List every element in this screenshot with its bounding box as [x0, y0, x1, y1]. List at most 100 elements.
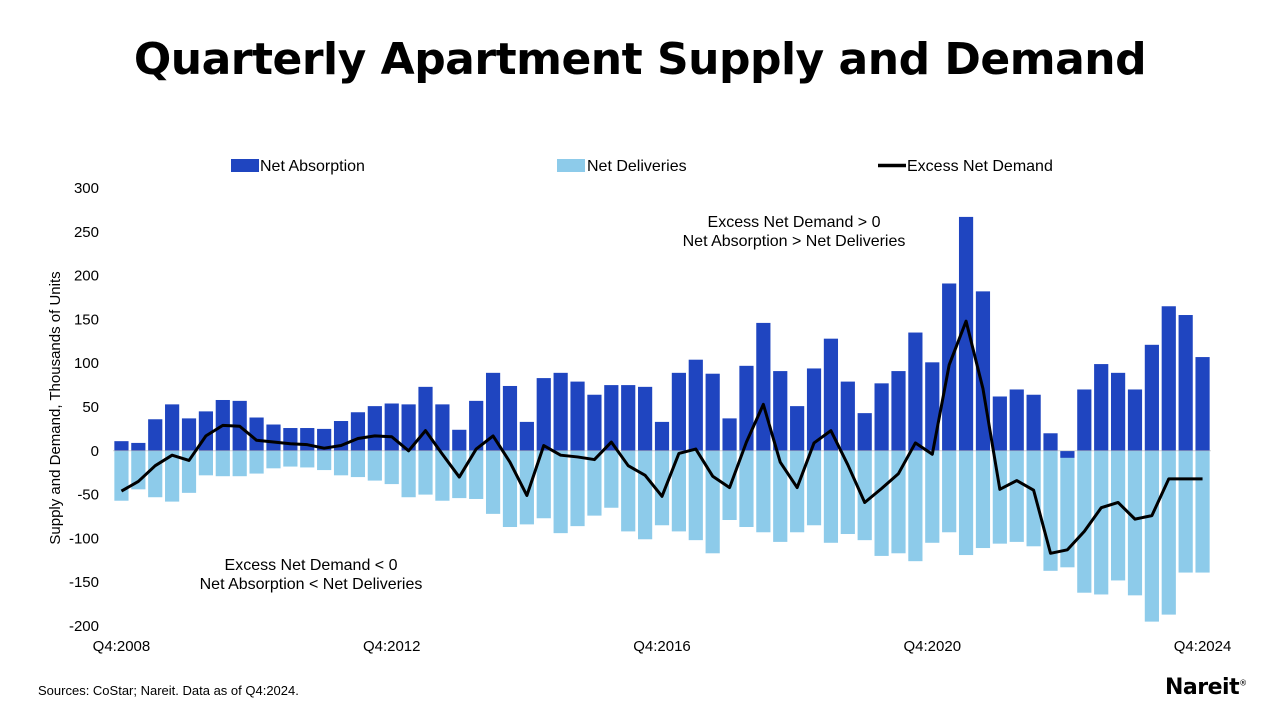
- net-deliveries-bar: [604, 450, 619, 508]
- net-absorption-bar: [384, 403, 399, 451]
- net-absorption-bar: [401, 404, 416, 451]
- net-absorption-bar: [570, 381, 585, 451]
- net-deliveries-bars: [114, 450, 1210, 622]
- net-deliveries-bar: [1161, 450, 1176, 615]
- net-deliveries-bar: [350, 450, 366, 478]
- net-deliveries-bar: [790, 450, 805, 533]
- source-note: Sources: CoStar; Nareit. Data as of Q4:2…: [38, 683, 299, 698]
- net-absorption-bar: [756, 322, 771, 451]
- net-absorption-bar: [553, 372, 568, 451]
- net-absorption-bar: [688, 359, 703, 451]
- net-absorption-bar: [1060, 450, 1075, 458]
- net-deliveries-bar: [756, 450, 771, 533]
- legend-swatch-net-absorption: [231, 159, 259, 172]
- net-deliveries-bar: [908, 450, 923, 562]
- net-deliveries-bar: [739, 450, 754, 528]
- net-deliveries-bar: [1060, 450, 1075, 568]
- net-absorption-bar: [148, 419, 163, 451]
- net-absorption-bar: [249, 417, 264, 451]
- net-deliveries-bar: [942, 450, 957, 533]
- net-absorption-bar: [705, 373, 720, 451]
- net-deliveries-bar: [283, 450, 298, 467]
- net-absorption-bar: [654, 421, 670, 451]
- annotation-lower-line2: Net Absorption < Net Deliveries: [200, 576, 423, 593]
- net-deliveries-bar: [688, 450, 703, 541]
- net-absorption-bar: [790, 406, 805, 451]
- net-deliveries-bar: [469, 450, 484, 499]
- net-deliveries-bar: [671, 450, 686, 532]
- net-absorption-bar: [181, 418, 197, 451]
- annotation-upper-line1: Excess Net Demand > 0: [708, 214, 881, 231]
- net-absorption-bar: [773, 371, 788, 451]
- net-absorption-bar: [874, 383, 889, 451]
- net-absorption-bar: [722, 418, 737, 451]
- y-tick-label: 150: [74, 311, 99, 328]
- y-tick-label: 50: [82, 399, 99, 416]
- y-axis-label: Supply and Demand, Thousands of Units: [47, 271, 64, 544]
- net-absorption-bar: [908, 332, 923, 451]
- net-absorption-bar: [114, 441, 129, 451]
- x-tick-label: Q4:2008: [93, 638, 151, 655]
- net-absorption-bar: [485, 372, 501, 451]
- net-deliveries-bar: [570, 450, 585, 527]
- y-tick-label: 100: [74, 355, 99, 372]
- net-deliveries-bar: [249, 450, 264, 474]
- net-deliveries-bar: [621, 450, 636, 532]
- net-absorption-bar: [840, 381, 855, 451]
- net-absorption-bar: [350, 412, 366, 451]
- net-absorption-bar: [502, 385, 518, 451]
- legend-label-net-absorption: Net Absorption: [260, 158, 365, 175]
- y-axis: 300 250 200 150 100 50 0 -50 -100 -150 -200: [69, 180, 99, 635]
- net-absorption-bar: [469, 400, 484, 451]
- annotation-lower-line1: Excess Net Demand < 0: [225, 557, 398, 574]
- net-absorption-bar: [519, 421, 534, 451]
- y-tick-label: 250: [74, 224, 99, 241]
- logo-text: Nareit: [1165, 675, 1240, 700]
- net-absorption-bar: [165, 404, 180, 451]
- net-absorption-bar: [1009, 389, 1024, 451]
- net-absorption-bar: [1077, 389, 1092, 451]
- net-absorption-bar: [739, 365, 754, 451]
- y-tick-label: -50: [77, 487, 99, 504]
- net-absorption-bar: [891, 371, 906, 451]
- annotation-upper-line2: Net Absorption > Net Deliveries: [683, 233, 906, 250]
- net-deliveries-bar: [705, 450, 720, 554]
- net-deliveries-bar: [485, 450, 501, 514]
- net-deliveries-bar: [317, 450, 332, 471]
- net-absorption-bar: [1195, 357, 1210, 451]
- y-tick-label: -200: [69, 618, 99, 635]
- net-deliveries-bar: [975, 450, 991, 549]
- net-absorption-bar: [452, 429, 467, 451]
- net-absorption-bar: [1026, 394, 1041, 451]
- net-deliveries-bar: [587, 450, 602, 516]
- net-absorption-bar: [806, 368, 822, 451]
- net-absorption-bar: [671, 372, 686, 451]
- net-absorption-bar: [604, 385, 619, 451]
- net-deliveries-bar: [232, 450, 247, 477]
- y-tick-label: 300: [74, 180, 99, 197]
- net-deliveries-bar: [1178, 450, 1193, 573]
- net-deliveries-bar: [215, 450, 230, 477]
- y-tick-label: 200: [74, 268, 99, 285]
- net-deliveries-bar: [418, 450, 433, 495]
- legend-label-excess-net-demand: Excess Net Demand: [907, 158, 1053, 175]
- net-absorption-bar: [621, 385, 636, 451]
- net-deliveries-bar: [266, 450, 281, 469]
- net-deliveries-bar: [1026, 450, 1041, 547]
- net-deliveries-bar: [435, 450, 450, 501]
- net-deliveries-bar: [1195, 450, 1210, 573]
- nareit-logo: Nareit®: [1165, 675, 1247, 700]
- net-deliveries-bar: [333, 450, 349, 476]
- net-absorption-bar: [1144, 344, 1159, 451]
- net-absorption-bar: [823, 338, 839, 451]
- x-tick-label: Q4:2016: [633, 638, 691, 655]
- net-absorption-bar: [266, 424, 281, 451]
- net-deliveries-bar: [874, 450, 889, 556]
- net-deliveries-bar: [638, 450, 653, 540]
- net-absorption-bars: [114, 216, 1210, 458]
- net-deliveries-bar: [401, 450, 416, 498]
- net-absorption-bar: [1043, 433, 1058, 451]
- net-deliveries-bar: [114, 450, 129, 501]
- net-deliveries-bar: [1077, 450, 1092, 593]
